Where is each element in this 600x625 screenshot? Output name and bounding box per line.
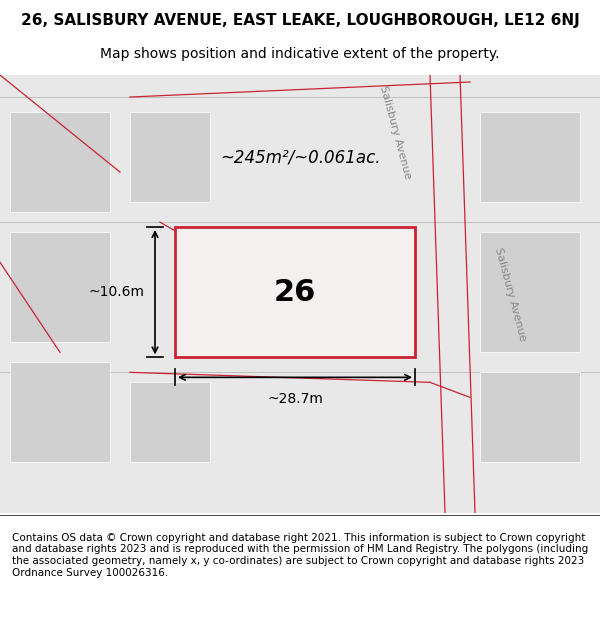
Bar [130,112,210,202]
Text: ~28.7m: ~28.7m [267,392,323,406]
Text: Salisbury Avenue: Salisbury Avenue [493,246,527,342]
Text: ~10.6m: ~10.6m [89,285,145,299]
Text: ~245m²/~0.061ac.: ~245m²/~0.061ac. [220,148,380,166]
Bar [10,112,110,212]
Bar [10,232,110,342]
Bar [480,112,580,202]
Text: 26: 26 [274,278,316,307]
Text: Map shows position and indicative extent of the property.: Map shows position and indicative extent… [100,47,500,61]
Text: 26, SALISBURY AVENUE, EAST LEAKE, LOUGHBOROUGH, LE12 6NJ: 26, SALISBURY AVENUE, EAST LEAKE, LOUGHB… [20,14,580,29]
Bar [130,382,210,462]
Bar [480,232,580,352]
Text: Salisbury Avenue: Salisbury Avenue [377,84,412,180]
Bar [480,372,580,462]
Bar [175,227,415,358]
Bar [10,362,110,462]
Text: Contains OS data © Crown copyright and database right 2021. This information is : Contains OS data © Crown copyright and d… [12,532,588,578]
